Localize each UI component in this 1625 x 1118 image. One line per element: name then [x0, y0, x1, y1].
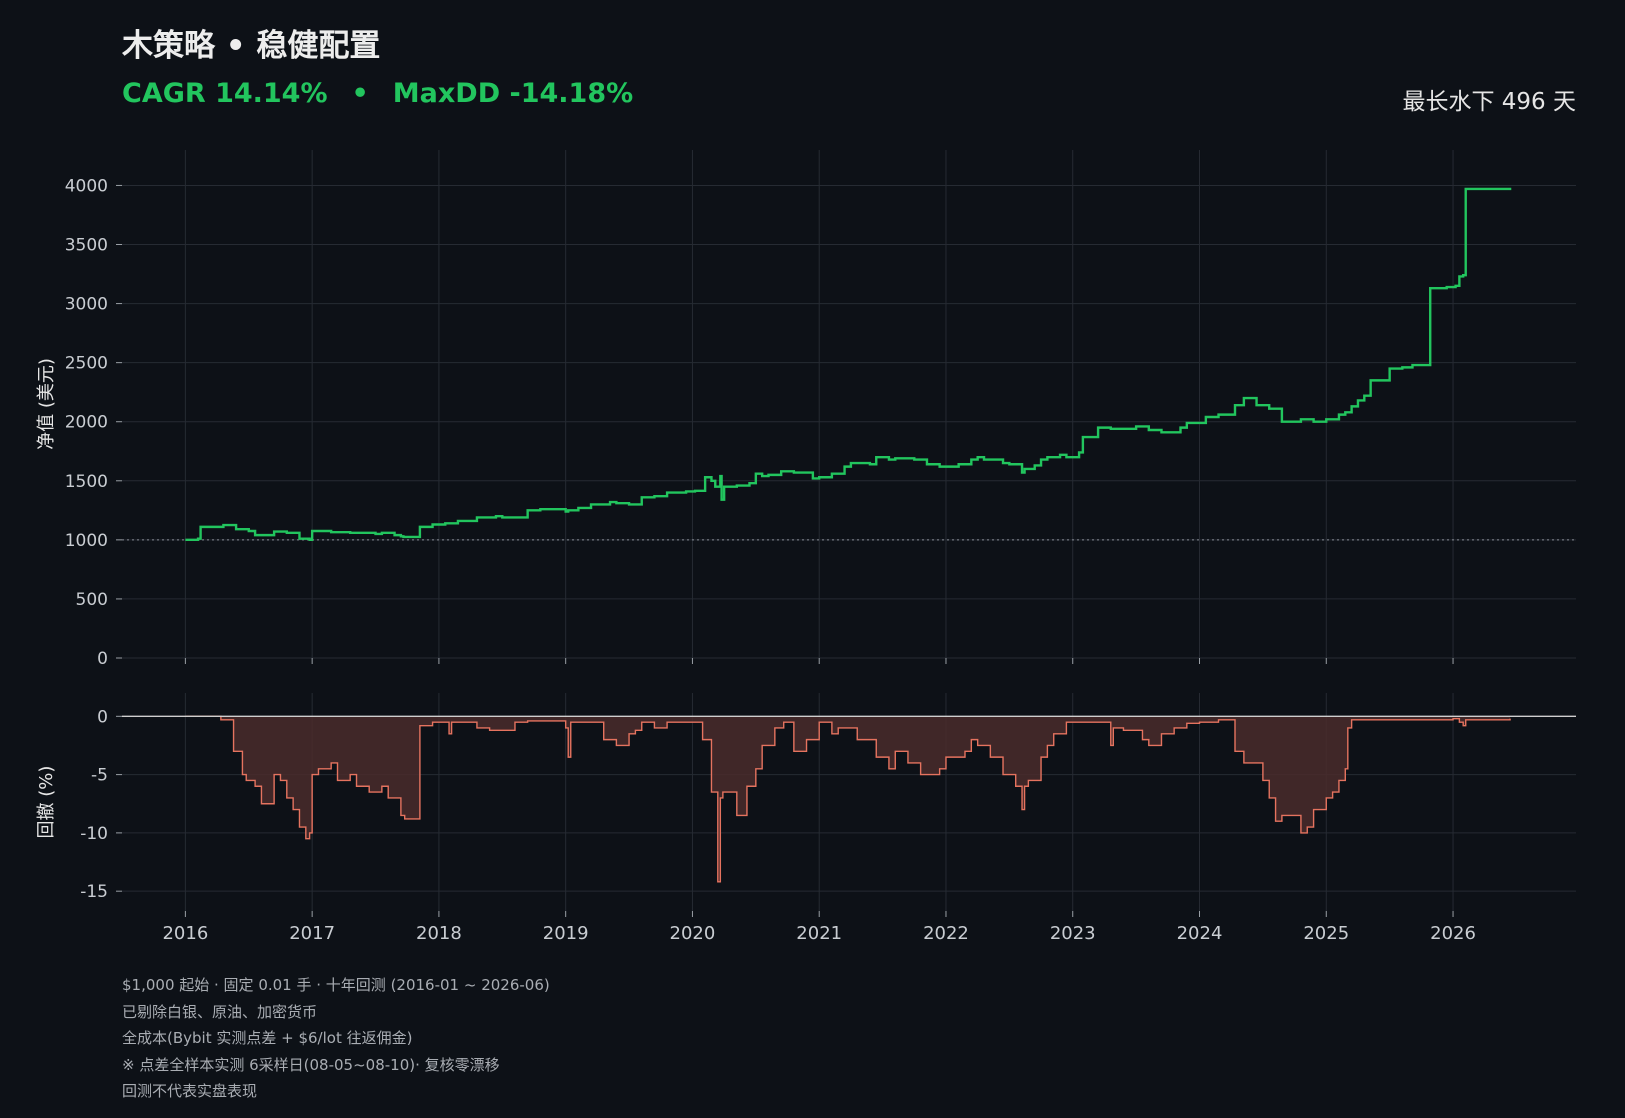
metrics-line: CAGR 14.14% • MaxDD -14.18%	[122, 78, 633, 109]
xtick-label: 2022	[923, 923, 969, 944]
xtick-label: 2017	[289, 923, 335, 944]
equity-ytick-label: 4000	[65, 176, 108, 196]
footnotes: $1,000 起始 · 固定 0.01 手 · 十年回测 (2016-01 ~ …	[122, 972, 550, 1105]
xtick-label: 2020	[670, 923, 716, 944]
drawdown-ylabel: 回撤 (%)	[36, 766, 57, 839]
xtick-label: 2023	[1050, 923, 1096, 944]
footnote-disclaimer: 回测不代表实盘表现	[122, 1082, 258, 1100]
equity-ytick-label: 3500	[65, 236, 108, 256]
xtick-label: 2026	[1430, 923, 1476, 944]
max-underwater-label: 最长水下 496 天	[1402, 89, 1576, 115]
equity-ylabel: 净值 (美元)	[36, 358, 57, 450]
equity-ytick-label: 0	[97, 649, 108, 669]
equity-ytick-label: 3000	[65, 295, 108, 315]
drawdown-ytick-label: 0	[97, 707, 108, 727]
equity-ytick-label: 500	[76, 590, 108, 610]
xtick-label: 2019	[543, 923, 589, 944]
equity-curve-line	[185, 187, 1512, 542]
cagr-metric: CAGR 14.14%	[122, 78, 328, 109]
drawdown-area	[185, 716, 1511, 882]
drawdown-ytick-label: -10	[80, 824, 108, 844]
maxdd-metric: MaxDD -14.18%	[392, 78, 634, 109]
footnote-excluded-assets: 已剔除白银、原油、加密货币	[122, 1002, 318, 1021]
xtick-label: 2016	[162, 923, 208, 944]
metrics-separator: •	[351, 78, 369, 109]
equity-ytick-label: 1000	[65, 531, 108, 551]
backtest-chart: 0 500 1000 1500 2000 2500 3000 3500 4000 净值 (美元) 0…	[36, 150, 1576, 944]
xtick-label: 2021	[796, 923, 842, 944]
footnote-spread-sampling: ※ 点差全样本实测 6采样日(08-05~08-10)· 复核零漂移	[122, 1055, 500, 1074]
equity-ytick-label: 2000	[65, 413, 108, 433]
xtick-label: 2025	[1303, 923, 1349, 944]
chart-title: 木策略 • 稳健配置	[122, 28, 381, 64]
equity-ytick-label: 2500	[65, 354, 108, 374]
footnote-costs: 全成本(Bybit 实测点差 + $6/lot 往返佣金)	[122, 1029, 413, 1047]
footnote-start-capital: $1,000 起始 · 固定 0.01 手 · 十年回测 (2016-01 ~ …	[122, 976, 550, 994]
xtick-label: 2024	[1177, 923, 1223, 944]
xtick-label: 2018	[416, 923, 462, 944]
drawdown-ytick-label: -5	[91, 766, 108, 786]
drawdown-line	[185, 715, 1511, 883]
drawdown-ytick-label: -15	[80, 882, 108, 902]
equity-ytick-label: 1500	[65, 472, 108, 492]
